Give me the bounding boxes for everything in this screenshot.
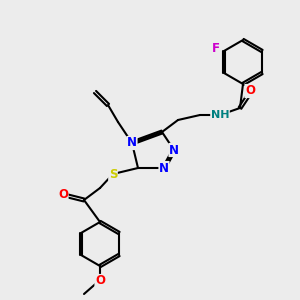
Text: N: N xyxy=(127,136,137,149)
Text: O: O xyxy=(245,85,255,98)
Text: N: N xyxy=(159,161,169,175)
Text: O: O xyxy=(58,188,68,200)
Text: N: N xyxy=(169,143,179,157)
Text: O: O xyxy=(95,274,105,287)
Text: NH: NH xyxy=(211,110,229,120)
Text: S: S xyxy=(109,167,117,181)
Text: F: F xyxy=(212,43,220,56)
